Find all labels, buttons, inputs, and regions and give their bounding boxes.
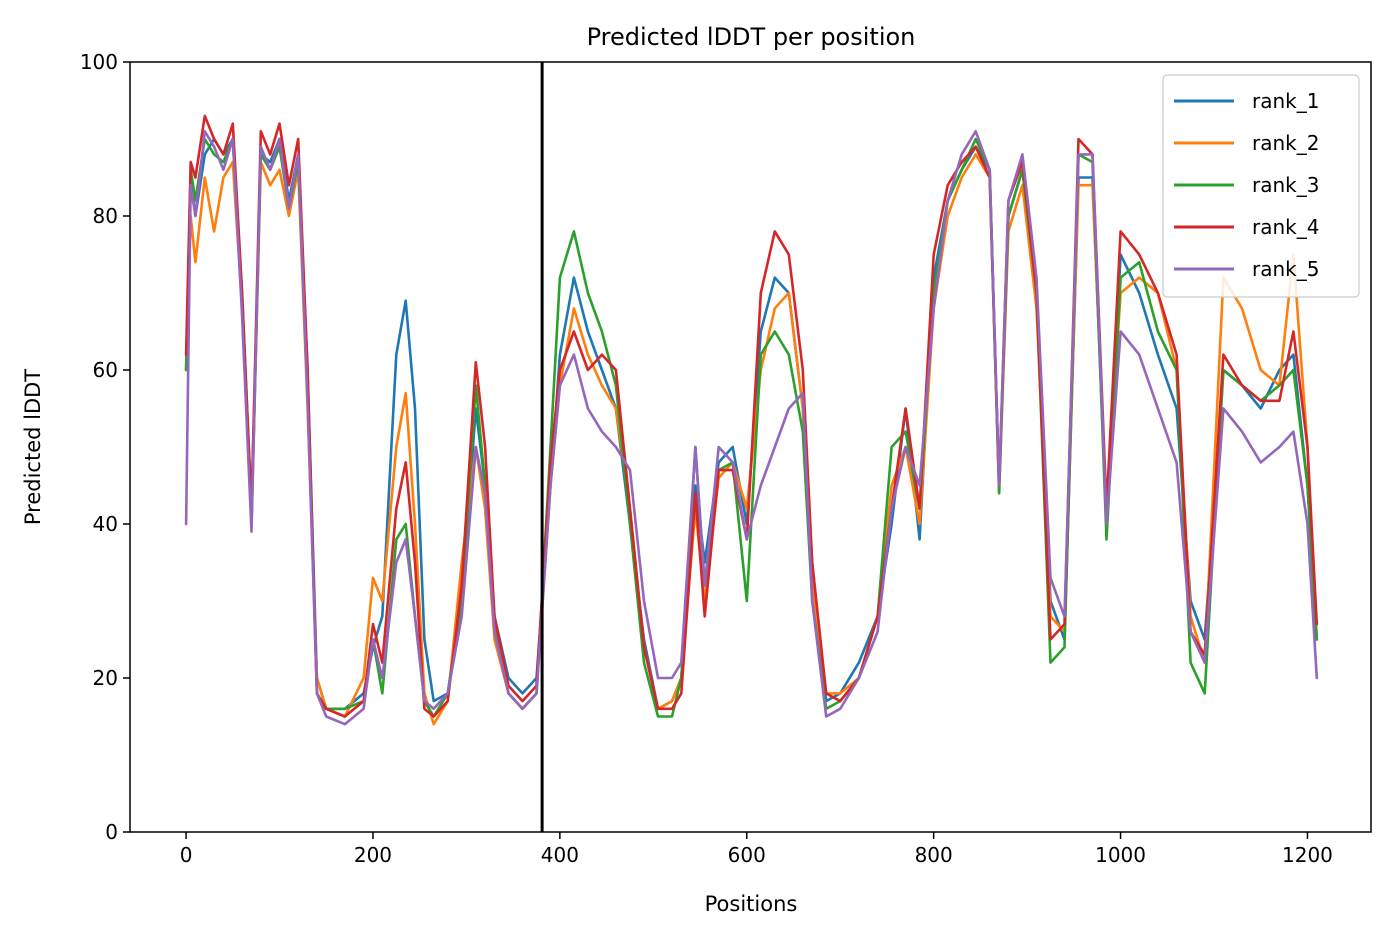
series-line-rank_4 xyxy=(184,114,1319,718)
x-tick-label: 0 xyxy=(180,843,193,867)
x-tick-label: 800 xyxy=(915,843,953,867)
plot-frame xyxy=(129,61,1372,833)
chart-title: Predicted lDDT per position xyxy=(587,23,916,51)
legend-label-rank_5: rank_5 xyxy=(1252,257,1319,281)
legend-label-rank_2: rank_2 xyxy=(1252,131,1319,155)
x-axis: 0 200 400 600 800 1000 1200 xyxy=(180,832,1333,867)
legend: rank_1 rank_2 rank_3 rank_4 rank_5 xyxy=(1162,74,1360,298)
legend-label-rank_4: rank_4 xyxy=(1252,215,1319,239)
y-tick-label: 60 xyxy=(93,358,118,382)
x-tick-label: 200 xyxy=(354,843,392,867)
x-tick-label: 1000 xyxy=(1095,843,1146,867)
y-tick-label: 80 xyxy=(93,204,118,228)
y-tick-label: 0 xyxy=(105,820,118,844)
y-tick-label: 40 xyxy=(93,512,118,536)
y-axis: 0 20 40 60 80 100 xyxy=(80,50,130,844)
series-line-rank_1 xyxy=(184,137,1319,711)
y-tick-label: 100 xyxy=(80,50,118,74)
x-tick-label: 400 xyxy=(541,843,579,867)
legend-label-rank_3: rank_3 xyxy=(1252,173,1319,197)
y-axis-label: Predicted lDDT xyxy=(21,369,45,525)
x-axis-label: Positions xyxy=(705,892,798,916)
x-tick-label: 600 xyxy=(728,843,766,867)
series-line-rank_3 xyxy=(184,137,1319,718)
legend-box xyxy=(1162,74,1360,298)
series-layer xyxy=(184,114,1319,726)
y-tick-label: 20 xyxy=(93,666,118,690)
legend-label-rank_1: rank_1 xyxy=(1252,89,1319,113)
series-line-rank_5 xyxy=(184,130,1319,726)
x-tick-label: 1200 xyxy=(1282,843,1333,867)
